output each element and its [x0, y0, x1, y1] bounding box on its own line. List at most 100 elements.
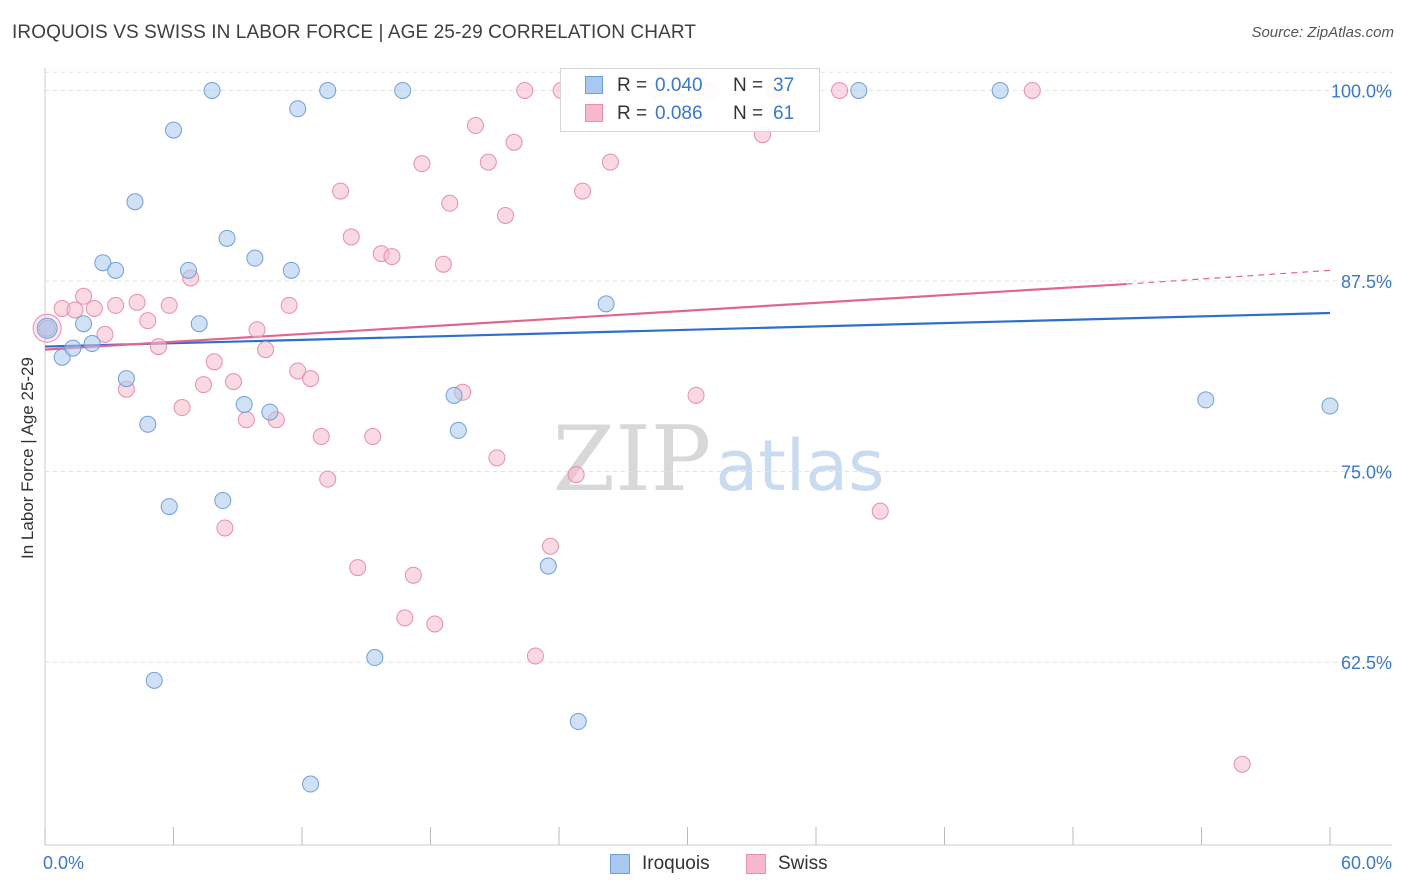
iroquois-point — [179, 261, 197, 279]
iroquois-point — [569, 713, 587, 731]
swiss-point — [479, 153, 497, 171]
iroquois-point — [75, 315, 93, 333]
swiss-point — [364, 427, 382, 445]
legend-label-swiss: Swiss — [778, 853, 828, 874]
iroquois-trend-line — [44, 311, 1331, 348]
swiss-point — [831, 81, 849, 99]
swiss-point — [319, 470, 337, 488]
swiss-point — [342, 228, 360, 246]
swiss-r-label: R = — [617, 103, 648, 124]
watermark-zip: ZIP — [553, 407, 712, 512]
iroquois-point — [160, 498, 178, 516]
x-tick-label-max: 60.0% — [1341, 853, 1392, 873]
iroquois-point — [850, 81, 868, 99]
swiss-trend-line — [44, 282, 1127, 351]
iroquois-point — [1197, 391, 1215, 409]
iroquois-point — [117, 370, 135, 388]
iroquois-point — [302, 775, 320, 793]
axes — [44, 68, 1392, 846]
swiss-point — [216, 519, 234, 537]
swiss-point — [434, 255, 452, 273]
iroquois-point — [203, 81, 221, 99]
swiss-point — [1233, 755, 1251, 773]
iroquois-point — [445, 386, 463, 404]
iroquois-point — [539, 557, 557, 575]
iroquois-point — [190, 315, 208, 333]
swiss-point — [441, 194, 459, 212]
swiss-point — [107, 296, 125, 314]
swiss-point — [541, 537, 559, 555]
iroquois-point — [597, 295, 615, 313]
swiss-point — [601, 153, 619, 171]
swiss-point — [224, 373, 242, 391]
iroquois-n-value: 37 — [773, 75, 795, 96]
swiss-point — [466, 117, 484, 135]
y-tick-label: 87.5% — [1341, 272, 1392, 292]
swiss-trend-extension — [1126, 269, 1331, 285]
legend-swatch-iroquois — [610, 854, 630, 874]
swiss-point — [150, 338, 168, 356]
iroquois-point — [319, 81, 337, 99]
swiss-point — [426, 615, 444, 633]
swiss-point — [139, 312, 157, 330]
swiss-point — [349, 559, 367, 577]
x-tick-label-min: 0.0% — [43, 853, 84, 873]
swiss-point — [505, 133, 523, 151]
swiss-point — [396, 609, 414, 627]
swiss-point — [96, 325, 114, 343]
legend-swatch-swiss — [746, 854, 766, 874]
swiss-point — [66, 301, 84, 319]
iroquois-point — [94, 254, 112, 272]
swiss-swatch — [585, 104, 603, 122]
iroquois-swatch — [585, 76, 603, 94]
swiss-point — [128, 293, 146, 311]
swiss-point — [312, 427, 330, 445]
swiss-point — [871, 502, 889, 520]
iroquois-point — [165, 121, 182, 139]
y-tick-label: 75.0% — [1341, 463, 1392, 483]
stats-box: R = 0.040 N = 37 R = 0.086 N = 61 — [560, 68, 820, 132]
swiss-point — [488, 449, 506, 467]
iroquois-point — [366, 649, 384, 667]
iroquois-point — [449, 421, 467, 439]
source-attribution[interactable]: Source: ZipAtlas.com — [1251, 24, 1394, 41]
swiss-point — [567, 466, 585, 484]
iroquois-n-label: N = — [733, 75, 764, 96]
iroquois-point — [289, 100, 307, 118]
iroquois-point — [246, 249, 264, 267]
swiss-point — [302, 370, 320, 388]
chart-title: IROQUOIS VS SWISS IN LABOR FORCE | AGE 2… — [12, 22, 697, 43]
legend-label-iroquois: Iroquois — [642, 853, 710, 874]
tick-labels: 62.5% 75.0% 87.5% 100.0% 0.0% 60.0% — [43, 81, 1392, 873]
swiss-point — [194, 376, 212, 394]
iroquois-point — [214, 492, 232, 510]
iroquois-r-label: R = — [617, 75, 648, 96]
swiss-point — [404, 566, 422, 584]
y-tick-label: 62.5% — [1341, 653, 1392, 673]
y-tick-label: 100.0% — [1331, 81, 1392, 101]
iroquois-point — [218, 229, 236, 247]
swiss-point — [160, 296, 178, 314]
iroquois-point — [145, 671, 163, 689]
gridlines — [45, 71, 1392, 663]
swiss-point — [205, 353, 223, 371]
legend: Iroquois Swiss — [0, 851, 1406, 877]
swiss-n-value: 61 — [773, 103, 795, 124]
swiss-point — [496, 206, 514, 224]
iroquois-point — [126, 193, 144, 211]
swiss-point — [173, 399, 191, 417]
swiss-point — [516, 81, 534, 99]
iroquois-r-value: 0.040 — [655, 75, 703, 96]
swiss-point — [332, 182, 350, 200]
swiss-point — [237, 411, 255, 429]
trend-lines — [44, 269, 1331, 351]
swiss-n-label: N = — [733, 103, 764, 124]
swiss-point — [257, 341, 275, 359]
swiss-point — [413, 155, 431, 173]
iroquois-point — [83, 335, 101, 353]
swiss-r-value: 0.086 — [655, 103, 703, 124]
swiss-point — [85, 299, 103, 317]
watermark-atlas: atlas — [715, 425, 884, 507]
iroquois-point — [394, 81, 412, 99]
swiss-point — [526, 647, 544, 665]
